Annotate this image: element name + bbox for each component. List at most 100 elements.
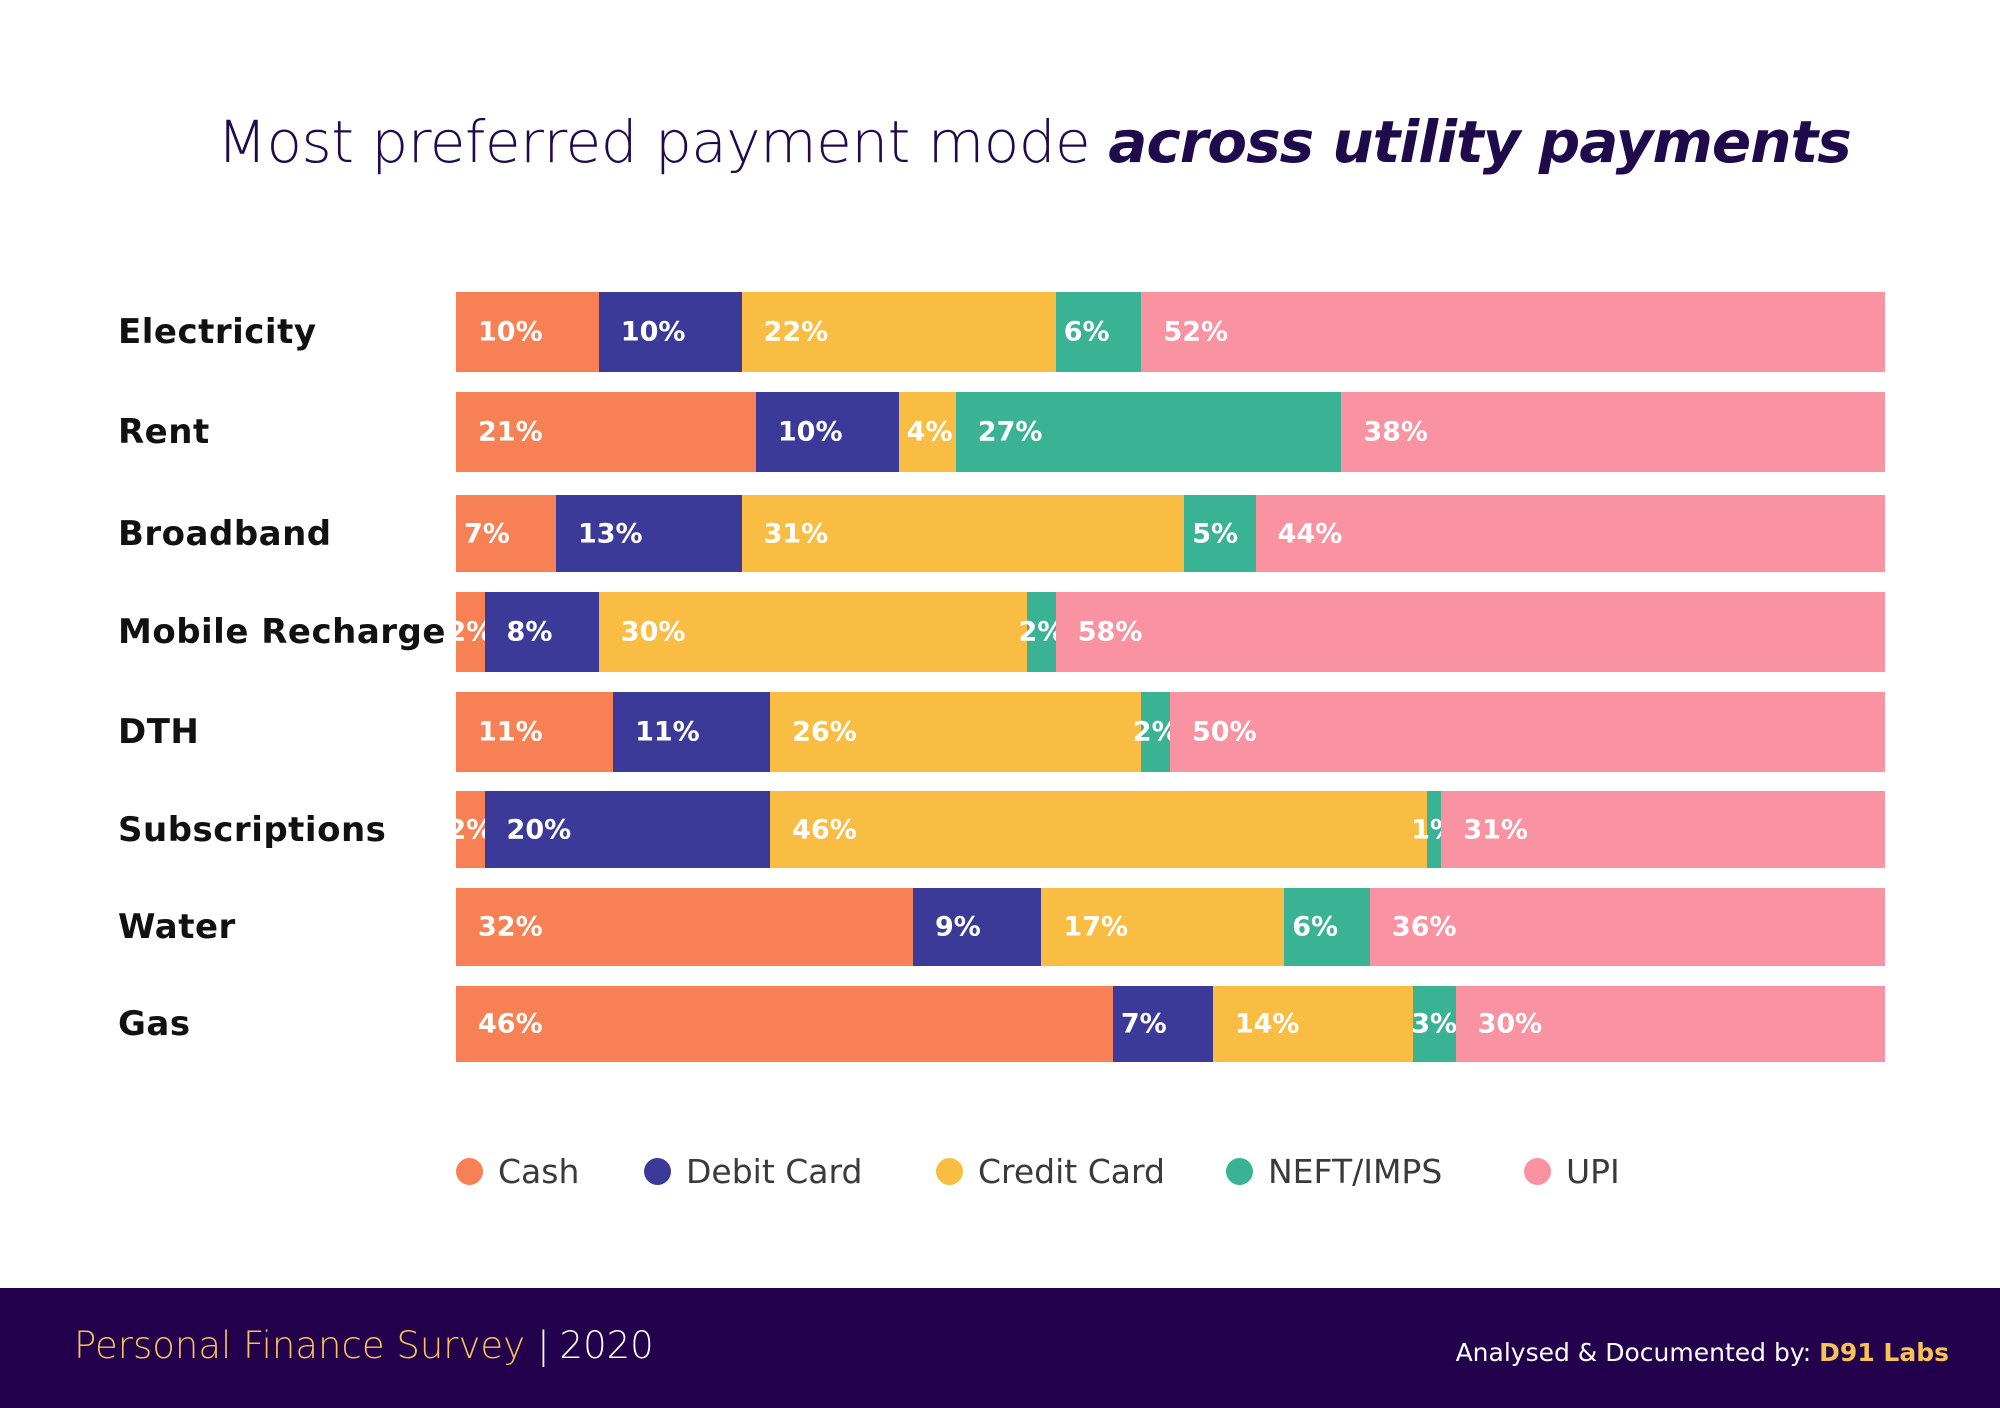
chart-title-emphasis: across utility payments bbox=[1108, 108, 1852, 176]
data-label-broadband-neft-imps: 5% bbox=[1192, 518, 1239, 549]
legend-item-credit-card: Credit Card bbox=[936, 1152, 1165, 1191]
bar-segment-rent-cash bbox=[456, 392, 757, 472]
legend-swatch-neft-imps bbox=[1226, 1158, 1253, 1185]
data-label-gas-credit-card: 14% bbox=[1234, 1008, 1300, 1040]
data-label-dth-cash: 11% bbox=[478, 716, 543, 748]
bar-segment-subscriptions-neft-imps bbox=[1427, 791, 1442, 868]
data-label-rent-cash: 21% bbox=[478, 416, 543, 448]
legend-label-cash: Cash bbox=[498, 1152, 580, 1191]
bar-segment-broadband-upi bbox=[1255, 495, 1885, 572]
category-label-water: Water bbox=[118, 907, 236, 947]
bar-segment-mobile-recharge-debit-card bbox=[484, 592, 600, 672]
legend-item-debit-card: Debit Card bbox=[644, 1152, 862, 1191]
chart-title: Most preferred payment mode across utili… bbox=[217, 108, 1852, 176]
legend-swatch-upi bbox=[1524, 1158, 1551, 1185]
category-label-dth: DTH bbox=[118, 712, 200, 752]
bar-segment-dth-cash bbox=[456, 692, 614, 772]
legend-label-credit-card: Credit Card bbox=[978, 1152, 1165, 1191]
bar-segment-mobile-recharge-cash bbox=[456, 592, 486, 672]
bar-segment-water-upi bbox=[1369, 888, 1885, 966]
bar-segment-dth-credit-card bbox=[770, 692, 1143, 772]
bar-segment-electricity-cash bbox=[456, 292, 600, 372]
data-label-electricity-credit-card: 22% bbox=[763, 316, 829, 348]
data-label-gas-neft-imps: 3% bbox=[1411, 1008, 1458, 1040]
data-label-broadband-debit-card: 13% bbox=[577, 518, 643, 549]
bar-segment-electricity-debit-card bbox=[598, 292, 743, 372]
data-label-mobile-recharge-upi: 58% bbox=[1077, 616, 1143, 648]
data-label-gas-debit-card: 7% bbox=[1120, 1008, 1167, 1040]
data-label-water-upi: 36% bbox=[1391, 911, 1457, 943]
footer: Personal Finance Survey | 2020 Analysed & … bbox=[0, 1288, 2000, 1408]
bar-segment-electricity-credit-card bbox=[741, 292, 1057, 372]
footer-survey-title: Personal Finance Survey | 2020 bbox=[74, 1324, 654, 1367]
data-label-subscriptions-upi: 31% bbox=[1463, 814, 1528, 845]
bar-segment-subscriptions-credit-card bbox=[770, 791, 1428, 868]
category-label-subscriptions: Subscriptions bbox=[118, 809, 387, 850]
footer-credit: Analysed & Documented by: D91 Labs bbox=[1456, 1338, 1949, 1367]
legend-item-cash: Cash bbox=[456, 1152, 579, 1191]
legend-swatch-debit-card bbox=[644, 1158, 671, 1185]
category-label-gas: Gas bbox=[118, 1004, 191, 1044]
bar-segment-dth-neft-imps bbox=[1141, 692, 1171, 772]
footer-credit-org: D91 Labs bbox=[1819, 1338, 1949, 1367]
legend-swatch-cash bbox=[456, 1158, 483, 1185]
bar-segment-dth-upi bbox=[1170, 692, 1885, 772]
legend: Cash Debit Card Credit Card NEFT/IMPS UPI bbox=[0, 1152, 2000, 1202]
footer-separator: | bbox=[537, 1324, 550, 1367]
category-label-mobile-recharge: Mobile Recharge bbox=[118, 612, 446, 652]
bar-segment-subscriptions-debit-card bbox=[484, 791, 771, 868]
data-label-water-credit-card: 17% bbox=[1063, 911, 1129, 943]
footer-brand: Personal Finance Survey bbox=[74, 1324, 526, 1367]
data-label-mobile-recharge-credit-card: 30% bbox=[620, 616, 686, 648]
bar-segment-subscriptions-cash bbox=[456, 791, 486, 868]
bar-segment-gas-debit-card bbox=[1112, 986, 1214, 1062]
bar-segment-electricity-upi bbox=[1141, 292, 1885, 372]
bar-segment-mobile-recharge-upi bbox=[1055, 592, 1885, 672]
data-label-rent-credit-card: 4% bbox=[906, 416, 953, 448]
bar-segment-broadband-neft-imps bbox=[1184, 495, 1257, 572]
data-label-water-debit-card: 9% bbox=[934, 911, 981, 943]
category-label-broadband: Broadband bbox=[118, 513, 332, 554]
legend-item-upi: UPI bbox=[1524, 1152, 1620, 1191]
bar-segment-water-credit-card bbox=[1041, 888, 1285, 966]
data-label-electricity-debit-card: 10% bbox=[620, 316, 686, 348]
data-label-subscriptions-debit-card: 20% bbox=[506, 814, 572, 845]
data-label-gas-cash: 46% bbox=[478, 1008, 543, 1040]
data-label-dth-upi: 50% bbox=[1192, 716, 1257, 748]
bar-segment-electricity-neft-imps bbox=[1055, 292, 1143, 372]
bar-segment-mobile-recharge-neft-imps bbox=[1027, 592, 1057, 672]
category-label-electricity: Electricity bbox=[118, 312, 317, 352]
bar-segment-gas-upi bbox=[1455, 986, 1885, 1062]
data-label-gas-upi: 30% bbox=[1477, 1008, 1543, 1040]
bar-segment-gas-cash bbox=[456, 986, 1114, 1062]
bar-segment-rent-neft-imps bbox=[955, 392, 1342, 472]
data-label-broadband-credit-card: 31% bbox=[763, 518, 829, 549]
stacked-bar-chart: Electricity 10% 10% 22% 6% 52% Rent 21% 10% 4% 27%… bbox=[118, 292, 1885, 1062]
data-label-water-neft-imps: 6% bbox=[1292, 911, 1339, 943]
data-label-dth-debit-card: 11% bbox=[635, 716, 700, 748]
bar-segment-subscriptions-upi bbox=[1441, 791, 1885, 868]
data-label-rent-neft-imps: 27% bbox=[977, 416, 1043, 448]
bar-segment-water-cash bbox=[456, 888, 914, 966]
data-label-electricity-neft-imps: 6% bbox=[1063, 316, 1110, 348]
chart-title-main: Most preferred payment mode bbox=[217, 108, 1109, 176]
footer-year: 2020 bbox=[559, 1324, 654, 1367]
legend-label-debit-card: Debit Card bbox=[686, 1152, 863, 1191]
bar-segment-water-debit-card bbox=[912, 888, 1043, 966]
data-label-broadband-cash: 7% bbox=[464, 518, 510, 549]
legend-label-neft-imps: NEFT/IMPS bbox=[1268, 1152, 1443, 1191]
data-label-broadband-upi: 44% bbox=[1277, 518, 1343, 549]
bar-segment-water-neft-imps bbox=[1284, 888, 1371, 966]
bar-segment-broadband-debit-card bbox=[555, 495, 743, 572]
bar-segment-rent-upi bbox=[1341, 392, 1885, 472]
footer-credit-label: Analysed & Documented by: bbox=[1455, 1338, 1820, 1367]
legend-item-neft-imps: NEFT/IMPS bbox=[1226, 1152, 1442, 1191]
data-label-mobile-recharge-debit-card: 8% bbox=[506, 616, 553, 648]
data-label-rent-debit-card: 10% bbox=[777, 416, 843, 448]
bar-segment-dth-debit-card bbox=[613, 692, 771, 772]
data-label-rent-upi: 38% bbox=[1363, 416, 1428, 448]
data-label-electricity-cash: 10% bbox=[478, 316, 543, 348]
data-label-electricity-upi: 52% bbox=[1163, 316, 1229, 348]
category-label-rent: Rent bbox=[118, 412, 210, 452]
data-label-subscriptions-credit-card: 46% bbox=[792, 814, 857, 845]
